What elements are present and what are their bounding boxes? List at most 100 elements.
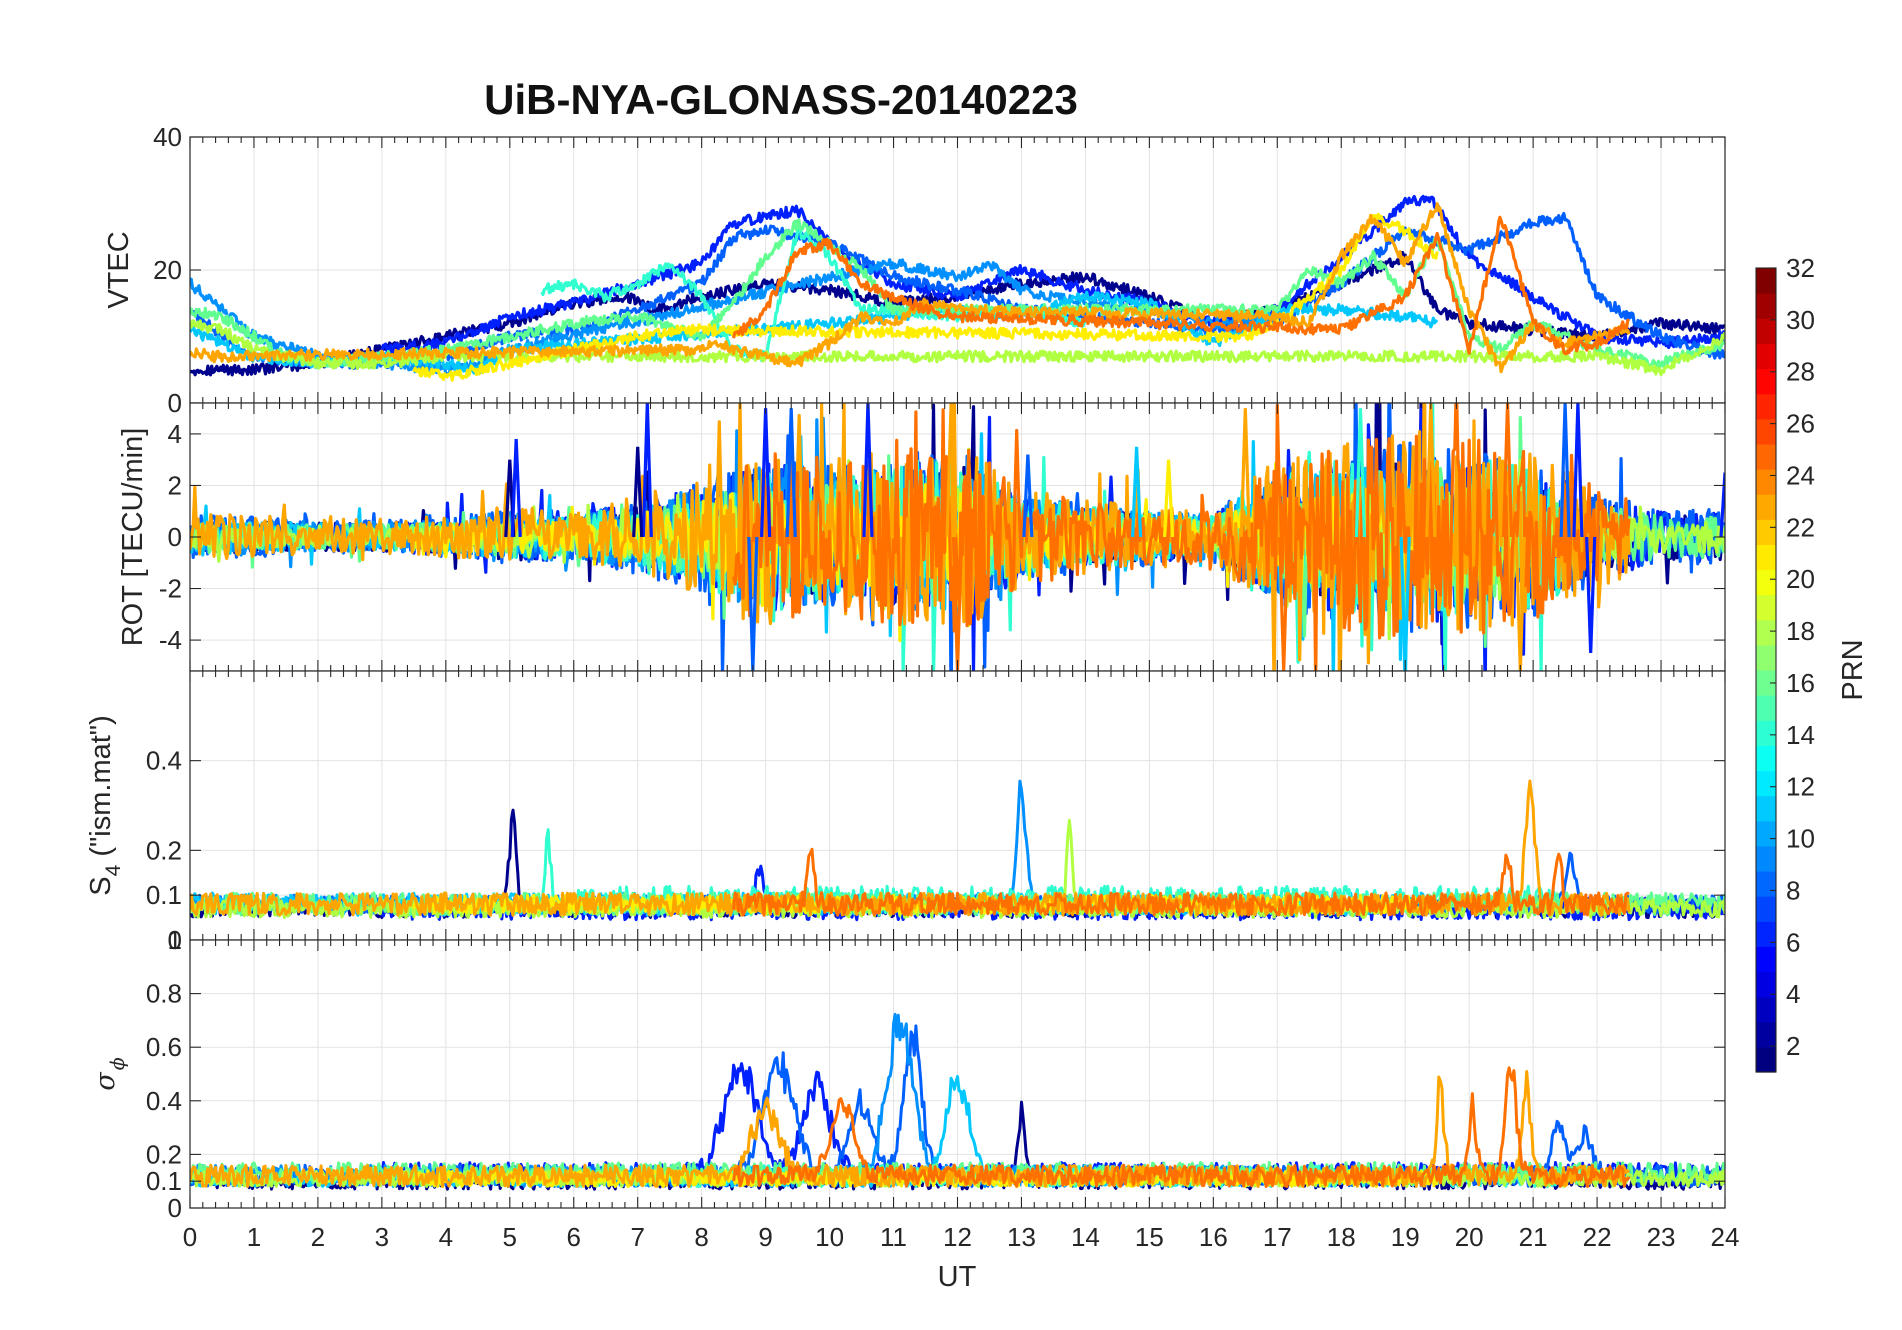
- panel-series: [190, 403, 1725, 671]
- y-tick-label: -2: [159, 574, 182, 604]
- x-tick-label: 22: [1583, 1222, 1612, 1252]
- colorbar-tick-label: 26: [1786, 409, 1815, 439]
- x-tick-label: 8: [694, 1222, 708, 1252]
- y-axis-label: S4 ("ism.mat"): [85, 715, 125, 896]
- series-line: [732, 1066, 1631, 1188]
- panel-series: [190, 779, 1725, 922]
- colorbar-swatch: [1756, 443, 1776, 470]
- x-tick-label: 5: [503, 1222, 517, 1252]
- x-tick-label: 2: [311, 1222, 325, 1252]
- colorbar-swatch: [1756, 921, 1776, 947]
- series-spike: [1130, 446, 1143, 538]
- panel-ticks: 00.10.20.40.60.81: [146, 925, 1726, 1223]
- series-spike: [632, 446, 644, 538]
- x-tick-label: 16: [1199, 1222, 1228, 1252]
- y-tick-label: 0.1: [146, 880, 182, 910]
- colorbar-swatch: [1756, 670, 1776, 696]
- x-tick-label: 3: [375, 1222, 389, 1252]
- x-tick-label: 21: [1519, 1222, 1548, 1252]
- series-spike: [1354, 408, 1367, 538]
- x-tick-label: 18: [1327, 1222, 1356, 1252]
- colorbar-swatch: [1756, 644, 1776, 671]
- panel-series: [190, 194, 1725, 382]
- x-tick-label: 7: [630, 1222, 644, 1252]
- colorbar-swatch: [1756, 494, 1776, 520]
- colorbar-swatch: [1756, 268, 1776, 294]
- colorbar-tick-label: 20: [1786, 564, 1815, 594]
- colorbar-swatch: [1756, 569, 1776, 596]
- colorbar-tick-label: 10: [1786, 824, 1815, 854]
- y-axis-label: σϕ: [90, 1057, 129, 1090]
- x-tick-label: 4: [439, 1222, 453, 1252]
- y-tick-label: 0.6: [146, 1032, 182, 1062]
- y-tick-label: 2: [168, 470, 182, 500]
- colorbar-tick-label: 24: [1786, 460, 1815, 490]
- y-tick-label: -4: [159, 625, 182, 655]
- x-tick-label: 15: [1135, 1222, 1164, 1252]
- colorbar-swatch: [1756, 519, 1776, 545]
- series-line: [190, 202, 1631, 374]
- colorbar-swatch: [1756, 619, 1776, 646]
- colorbar-swatch: [1756, 820, 1776, 847]
- colorbar-swatch: [1756, 896, 1776, 922]
- y-tick-label: 0: [168, 388, 182, 418]
- colorbar-swatch: [1756, 770, 1776, 797]
- colorbar-swatch: [1756, 871, 1776, 897]
- colorbar-swatch: [1756, 318, 1776, 344]
- series-spike: [1278, 536, 1290, 671]
- y-tick-label: 0.4: [146, 1086, 182, 1116]
- colorbar-swatch: [1756, 971, 1776, 998]
- y-tick-label: 4: [168, 419, 182, 449]
- panel-vtec: 0 20 40 VTEC: [103, 122, 1726, 418]
- colorbar-swatch: [1756, 418, 1776, 445]
- colorbar-swatch: [1756, 946, 1776, 973]
- series-spike: [1501, 403, 1514, 538]
- x-tick-label: 13: [1007, 1222, 1036, 1252]
- x-axis-label: UT: [938, 1261, 977, 1293]
- colorbar-tick-label: 14: [1786, 720, 1815, 750]
- series-spike: [1719, 472, 1725, 538]
- series-line: [732, 847, 1630, 917]
- colorbar-swatch: [1756, 695, 1776, 721]
- x-tick-label: 24: [1711, 1222, 1740, 1252]
- series-line: [732, 403, 1631, 671]
- colorbar-tick-label: 30: [1786, 305, 1815, 335]
- colorbar-tick-label: 12: [1786, 772, 1815, 802]
- x-tick-label: 6: [567, 1222, 581, 1252]
- series-spike: [1572, 403, 1584, 538]
- colorbar-tick-label: 32: [1786, 253, 1815, 283]
- x-tick-label: 9: [758, 1222, 772, 1252]
- series-line: [380, 194, 1725, 356]
- x-axis: 0 1 2 3 4 5 6 7 8 9 10 11 12 13 14 15 16 17 18 19 20 21 22 23 24: [183, 1222, 1740, 1252]
- x-tick-label: 11: [880, 1222, 907, 1252]
- colorbar-swatch: [1756, 1046, 1776, 1073]
- x-tick-label: 10: [815, 1222, 844, 1252]
- colorbar-swatch: [1756, 544, 1776, 571]
- colorbar-swatch: [1756, 594, 1776, 621]
- colorbar-label: PRN: [1837, 639, 1869, 700]
- colorbar-tick-label: 4: [1786, 979, 1800, 1009]
- y-tick-label: 20: [153, 255, 182, 285]
- colorbar-tick-label: 8: [1786, 875, 1800, 905]
- x-tick-label: 17: [1263, 1222, 1292, 1252]
- y-tick-label: 40: [153, 122, 182, 152]
- series-spike: [1559, 403, 1571, 538]
- y-tick-label: 0.8: [146, 979, 182, 1009]
- series-spike: [1162, 459, 1175, 538]
- y-axis-label: ROT [TECU/min]: [117, 428, 149, 647]
- colorbar-tick-label: 2: [1786, 1031, 1800, 1061]
- y-tick-label: 0.4: [146, 746, 182, 776]
- series-spike: [951, 536, 964, 671]
- series-spike: [1514, 536, 1526, 671]
- colorbar-swatch: [1756, 293, 1776, 319]
- series-spike: [747, 536, 759, 671]
- colorbar-tick-label: 16: [1786, 668, 1815, 698]
- colorbar-swatch: [1756, 368, 1776, 395]
- y-tick-label: 0: [168, 925, 182, 955]
- colorbar-swatch: [1756, 469, 1776, 495]
- colorbar-tick-label: 22: [1786, 512, 1815, 542]
- y-axis-label: VTEC: [103, 231, 135, 308]
